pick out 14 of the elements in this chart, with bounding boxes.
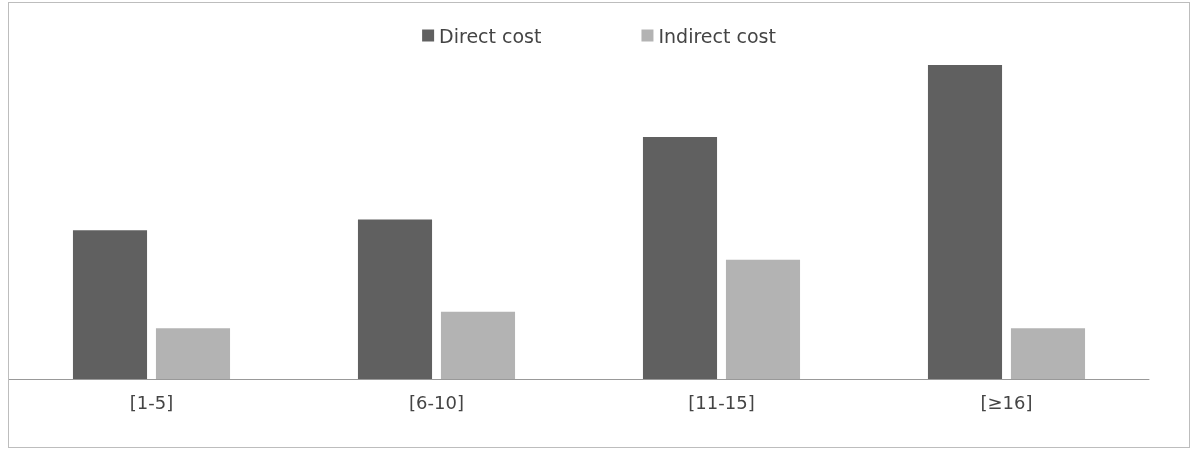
- legend-label: Direct cost: [439, 24, 542, 47]
- bar: [357, 219, 433, 379]
- bar: [725, 259, 801, 379]
- bar: [72, 230, 148, 379]
- bar: [155, 328, 231, 379]
- bar: [1010, 328, 1086, 379]
- x-tick-label: [6-10]: [409, 391, 464, 413]
- x-tick-label: [≥16]: [980, 391, 1033, 413]
- x-tick-label: [1-5]: [129, 391, 174, 413]
- x-tick-label: [11-15]: [688, 391, 755, 413]
- legend-label: Indirect cost: [658, 24, 776, 47]
- bar: [642, 136, 718, 379]
- bar: [927, 65, 1003, 379]
- bar: [440, 311, 516, 379]
